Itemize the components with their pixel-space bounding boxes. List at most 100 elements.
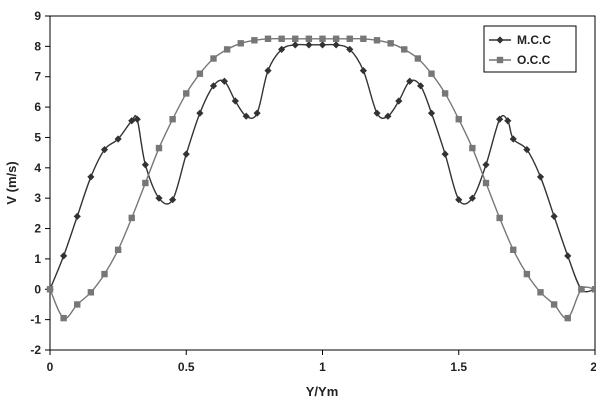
data-point bbox=[292, 35, 299, 42]
data-point bbox=[537, 289, 544, 296]
y-tick-label: 1 bbox=[34, 252, 41, 266]
data-point bbox=[155, 194, 163, 202]
data-point bbox=[496, 214, 503, 222]
data-point bbox=[373, 109, 381, 117]
legend-box bbox=[483, 25, 577, 73]
data-point bbox=[114, 246, 122, 253]
data-point bbox=[87, 173, 95, 181]
data-point bbox=[209, 82, 218, 90]
data-point bbox=[169, 116, 176, 123]
x-tick-label: 0 bbox=[47, 360, 54, 374]
series-layer bbox=[46, 35, 596, 322]
data-point bbox=[46, 286, 54, 293]
y-tick-label: -2 bbox=[30, 343, 41, 357]
data-point bbox=[278, 45, 286, 53]
data-point bbox=[141, 161, 149, 169]
data-point bbox=[401, 46, 408, 53]
data-point bbox=[360, 35, 367, 42]
data-point bbox=[455, 116, 462, 123]
data-point bbox=[373, 37, 381, 44]
data-point bbox=[128, 117, 136, 125]
legend-label: O.C.C bbox=[517, 53, 551, 67]
series-o-c-c bbox=[46, 35, 596, 322]
legend-marker bbox=[496, 36, 504, 44]
x-tick-label: 0.5 bbox=[178, 360, 195, 374]
data-point bbox=[346, 45, 354, 53]
data-point bbox=[550, 301, 558, 308]
legend: M.C.C O.C.C bbox=[483, 25, 577, 73]
data-point bbox=[455, 196, 463, 204]
data-point bbox=[169, 196, 177, 204]
data-point bbox=[251, 37, 258, 44]
y-tick-label: 7 bbox=[34, 70, 41, 84]
data-point bbox=[578, 286, 585, 293]
data-point bbox=[60, 314, 67, 322]
data-point bbox=[220, 77, 228, 85]
data-point bbox=[510, 246, 517, 253]
y-tick-label: 0 bbox=[34, 282, 41, 296]
data-point bbox=[183, 90, 190, 97]
data-point bbox=[427, 109, 436, 117]
data-point bbox=[406, 77, 414, 85]
data-point bbox=[441, 150, 449, 158]
data-point bbox=[237, 40, 244, 47]
data-point bbox=[346, 35, 353, 42]
data-point bbox=[291, 41, 299, 49]
y-tick-label: 9 bbox=[34, 9, 41, 23]
y-tick-label: -1 bbox=[30, 313, 41, 327]
data-point bbox=[469, 144, 476, 152]
data-point bbox=[523, 146, 531, 154]
x-tick-label: 2 bbox=[590, 360, 596, 374]
y-axis: -2 -1 0 1 2 3 4 5 6 7 8 9 bbox=[30, 9, 50, 357]
data-point bbox=[231, 97, 239, 105]
data-point bbox=[591, 286, 596, 293]
x-tick-label: 1 bbox=[319, 360, 326, 374]
data-point bbox=[242, 112, 250, 120]
data-point bbox=[142, 179, 149, 187]
data-point bbox=[101, 270, 108, 278]
y-tick-label: 3 bbox=[34, 191, 41, 205]
data-point bbox=[482, 161, 490, 169]
data-point bbox=[319, 35, 326, 42]
data-point bbox=[387, 40, 394, 47]
x-axis: 0 0.5 1 1.5 2 bbox=[47, 350, 596, 374]
legend-label: M.C.C bbox=[517, 33, 551, 47]
data-point bbox=[114, 135, 122, 143]
x-tick-label: 1.5 bbox=[450, 360, 467, 374]
data-point bbox=[74, 301, 81, 308]
y-tick-label: 6 bbox=[34, 100, 41, 114]
data-point bbox=[155, 144, 163, 152]
data-point bbox=[523, 270, 531, 278]
data-point bbox=[182, 150, 190, 158]
data-point bbox=[73, 212, 81, 220]
data-point bbox=[509, 135, 517, 143]
y-tick-label: 2 bbox=[34, 222, 41, 236]
data-point bbox=[550, 212, 558, 220]
x-axis-title: Y/Ym bbox=[306, 384, 339, 399]
data-point bbox=[468, 194, 476, 202]
data-point bbox=[395, 97, 403, 105]
y-tick-label: 5 bbox=[34, 130, 41, 144]
data-point bbox=[133, 115, 141, 123]
data-point bbox=[264, 67, 272, 75]
data-point bbox=[417, 82, 425, 90]
data-point bbox=[60, 252, 68, 260]
data-point bbox=[278, 35, 285, 42]
data-point bbox=[100, 146, 109, 154]
data-point bbox=[504, 117, 512, 125]
data-point bbox=[305, 41, 313, 49]
data-point bbox=[264, 35, 272, 42]
data-point bbox=[441, 90, 449, 97]
data-point bbox=[359, 67, 367, 75]
data-point bbox=[536, 173, 545, 181]
data-point bbox=[210, 55, 217, 62]
data-point bbox=[414, 55, 422, 62]
series-m-c-c bbox=[46, 41, 596, 293]
data-point bbox=[128, 214, 135, 222]
data-point bbox=[428, 70, 435, 77]
data-point bbox=[305, 35, 313, 42]
data-point bbox=[482, 179, 490, 187]
data-point bbox=[496, 115, 504, 123]
data-point bbox=[318, 41, 327, 49]
